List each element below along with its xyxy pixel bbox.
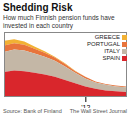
html-text:PORTUGAL: PORTUGAL: [87, 41, 120, 47]
html-text:SPAIN: SPAIN: [102, 55, 120, 61]
html-text:ITALY: ITALY: [104, 48, 120, 54]
svg-text:'12: '12: [81, 104, 90, 108]
html-text:Source: Bank of Finland: Source: Bank of Finland: [3, 108, 62, 114]
html-text:How much Finnish pension funds: How much Finnish pension funds have inve…: [3, 14, 115, 29]
html-text:The Wall Street Journal: The Wall Street Journal: [69, 108, 127, 114]
html-text:GREECE: GREECE: [94, 34, 120, 40]
html-text:Shedding Risk: Shedding Risk: [3, 2, 73, 13]
